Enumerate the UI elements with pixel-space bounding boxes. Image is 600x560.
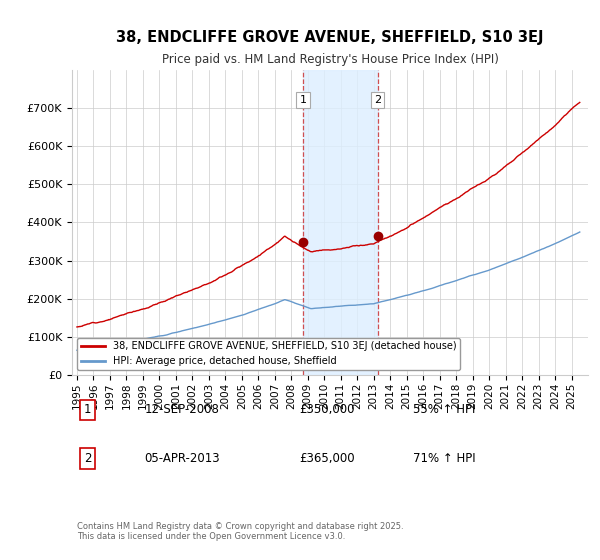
Text: 05-APR-2013: 05-APR-2013 xyxy=(144,452,220,465)
Text: 1: 1 xyxy=(299,95,307,105)
Text: Price paid vs. HM Land Registry's House Price Index (HPI): Price paid vs. HM Land Registry's House … xyxy=(161,53,499,66)
Text: 38, ENDCLIFFE GROVE AVENUE, SHEFFIELD, S10 3EJ: 38, ENDCLIFFE GROVE AVENUE, SHEFFIELD, S… xyxy=(116,30,544,44)
Text: 2: 2 xyxy=(374,95,382,105)
Text: £350,000: £350,000 xyxy=(299,403,355,416)
Text: 12-SEP-2008: 12-SEP-2008 xyxy=(144,403,219,416)
Text: 55% ↑ HPI: 55% ↑ HPI xyxy=(413,403,475,416)
Legend: 38, ENDCLIFFE GROVE AVENUE, SHEFFIELD, S10 3EJ (detached house), HPI: Average pr: 38, ENDCLIFFE GROVE AVENUE, SHEFFIELD, S… xyxy=(77,338,460,370)
Text: 71% ↑ HPI: 71% ↑ HPI xyxy=(413,452,475,465)
Text: 2: 2 xyxy=(84,452,91,465)
Bar xyxy=(303,70,378,375)
Text: £365,000: £365,000 xyxy=(299,452,355,465)
Text: 1: 1 xyxy=(84,403,91,416)
Text: Contains HM Land Registry data © Crown copyright and database right 2025.
This d: Contains HM Land Registry data © Crown c… xyxy=(77,522,404,541)
